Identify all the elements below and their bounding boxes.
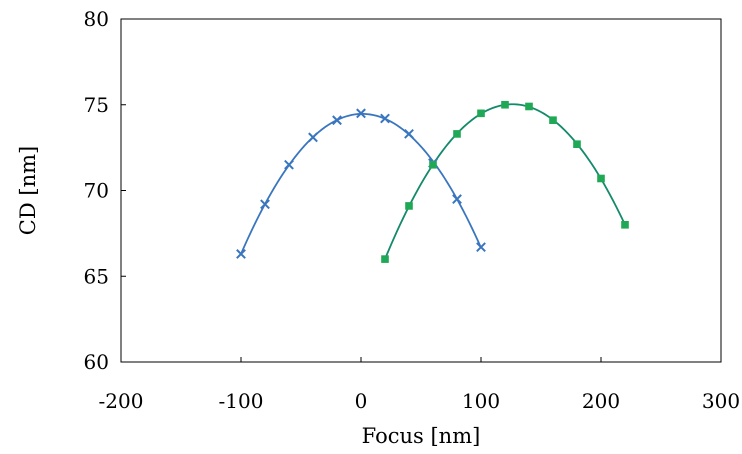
series-2-square-marker	[525, 102, 533, 111]
series-2-square-marker	[501, 100, 509, 109]
y-tick-label: 60	[84, 350, 109, 374]
series-1-x-marker	[308, 132, 318, 143]
series-2-square-marker	[453, 130, 461, 138]
data-markers	[236, 100, 629, 263]
series-1-x-marker	[380, 113, 390, 124]
series-1-x-marker	[452, 194, 462, 204]
x-tick-label: -100	[219, 389, 264, 413]
plot-area	[120, 18, 722, 363]
y-tick-label: 65	[84, 264, 109, 288]
y-tick-label: 70	[84, 179, 109, 203]
series-1-x-marker	[356, 108, 366, 119]
series-1-x-marker	[284, 159, 294, 170]
y-axis-ticks: 60 65 70 75 80	[84, 7, 126, 374]
y-tick-label: 75	[84, 93, 109, 117]
series-2-square-marker	[573, 140, 581, 148]
x-axis-title: Focus [nm]	[362, 424, 481, 448]
x-tick-label: 100	[462, 389, 500, 413]
x-tick-label: -200	[99, 389, 144, 413]
series-2-square-marker	[429, 160, 437, 169]
x-axis-ticks: -200 -100 0 100 200 300	[99, 357, 740, 413]
y-tick-label: 80	[84, 7, 109, 31]
series-2-square-marker	[597, 174, 605, 183]
series-1-x-marker	[404, 128, 414, 139]
series-1-x-marker	[332, 115, 342, 126]
series-1-x-marker	[260, 199, 270, 210]
series-1-x-marker	[236, 249, 246, 259]
x-tick-label: 300	[702, 389, 740, 413]
x-tick-label: 0	[355, 389, 368, 413]
y-axis-title: CD [nm]	[16, 146, 40, 235]
series-2-square-marker	[405, 202, 413, 210]
series-2-square-marker	[477, 109, 485, 118]
x-tick-label: 200	[582, 389, 620, 413]
series-2-square-marker	[549, 116, 557, 124]
series-2-square-marker	[621, 221, 629, 229]
series-2-square-marker	[381, 255, 389, 263]
series-1-x-marker	[476, 242, 486, 253]
